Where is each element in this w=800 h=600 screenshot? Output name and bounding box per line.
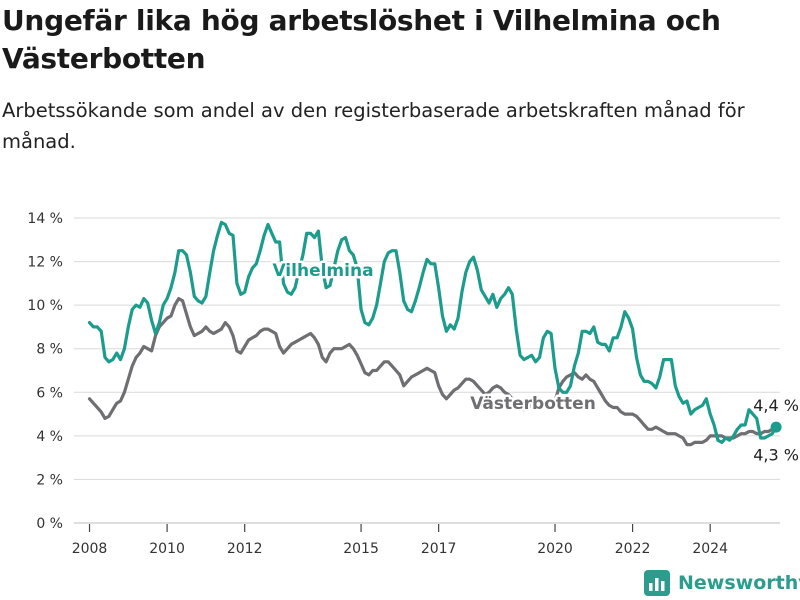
brand-name: Newsworthy xyxy=(678,572,800,594)
chart-subtitle: Arbetssökande som andel av den registerb… xyxy=(2,99,745,153)
x-tick-label: 2012 xyxy=(227,541,263,557)
series-label-vasterbotten: Västerbotten xyxy=(470,394,596,414)
y-tick-label: 10 % xyxy=(27,298,63,314)
y-tick-label: 12 % xyxy=(27,255,63,271)
x-tick-label: 2008 xyxy=(72,541,108,557)
y-tick-label: 0 % xyxy=(36,516,63,532)
y-tick-label: 14 % xyxy=(27,211,63,227)
x-axis-ticks: 2008 2010 2012 2015 2017 2020 2022 2024 xyxy=(72,524,728,557)
y-tick-label: 8 % xyxy=(36,342,63,358)
end-label-vilhelmina: 4,4 % xyxy=(753,396,799,415)
bar-chart-icon xyxy=(644,570,670,596)
series-labels: Vilhelmina Västerbotten 4,4 % 4,3 % xyxy=(270,259,800,467)
end-label-vasterbotten: 4,3 % xyxy=(753,445,799,464)
x-tick-label: 2020 xyxy=(537,541,573,557)
x-tick-label: 2024 xyxy=(692,541,728,557)
y-axis-ticks: 0 % 2 % 4 % 6 % 8 % 10 % 12 % 14 % xyxy=(27,211,63,532)
series-lines xyxy=(87,220,782,447)
x-tick-label: 2010 xyxy=(149,541,185,557)
series-line-vasterbotten xyxy=(87,297,778,447)
x-tick-label: 2017 xyxy=(421,541,457,557)
chart-title: Ungefär lika hög arbetslöshet i Vilhelmi… xyxy=(2,4,721,75)
series-line-vilhelmina xyxy=(87,220,778,444)
x-tick-label: 2022 xyxy=(615,541,651,557)
endpoint-marker-vilhelmina xyxy=(770,421,782,433)
y-tick-label: 2 % xyxy=(36,472,63,488)
series-label-vilhelmina: Vilhelmina xyxy=(272,261,373,281)
x-tick-label: 2015 xyxy=(343,541,379,557)
y-tick-label: 6 % xyxy=(36,385,63,401)
grid-lines xyxy=(74,217,780,524)
y-tick-label: 4 % xyxy=(36,429,63,445)
newsworthy-logo: Newsworthy xyxy=(644,568,800,598)
